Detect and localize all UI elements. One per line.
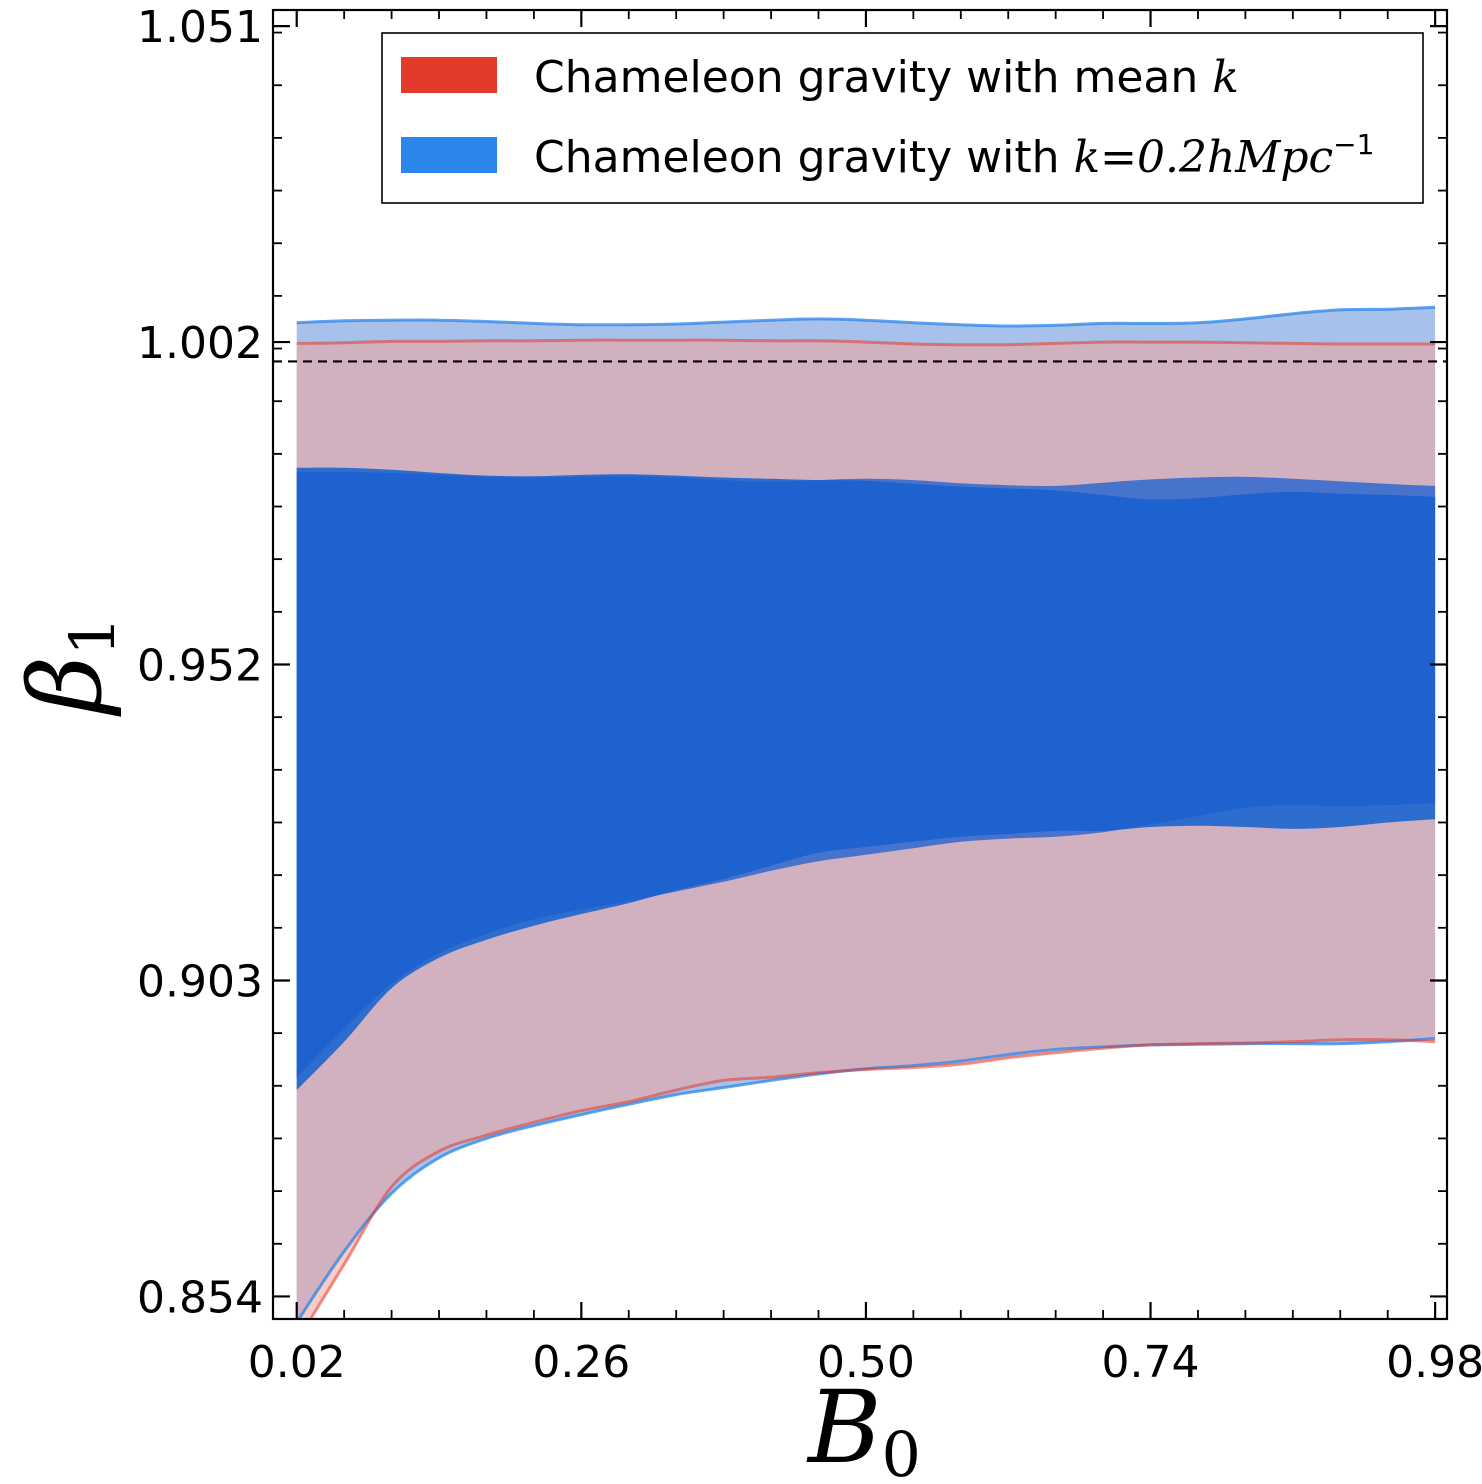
x-tick-label: 0.74 <box>1102 1337 1200 1388</box>
x-axis-title: B0 <box>806 1369 921 1484</box>
edge-outer-lower-mean-k <box>308 1038 1436 1319</box>
y-axis-symbol: β <box>7 656 124 718</box>
line-layer <box>296 305 1436 1319</box>
x-tick-label: 0.50 <box>817 1337 915 1388</box>
edge-outer-upper-k02 <box>296 305 1436 328</box>
legend-text-k02: Chameleon gravity with <box>534 132 1073 183</box>
y-axis-title: β1 <box>7 616 129 717</box>
x-axis-subscript: 0 <box>882 1418 921 1484</box>
y-tick-label: 0.952 <box>137 641 263 692</box>
legend-math-k02: k=0.2hMpc <box>1073 132 1333 183</box>
y-tick-label: 1.002 <box>137 318 263 369</box>
legend-swatch-mean-k <box>401 57 497 93</box>
legend-math-mean-k: k <box>1212 52 1239 103</box>
y-tick-label: 0.854 <box>137 1272 263 1323</box>
x-tick-label: 0.26 <box>532 1337 630 1388</box>
y-axis-subscript: 1 <box>56 616 129 655</box>
x-tick-label: 0.02 <box>248 1337 346 1388</box>
x-tick-label: 0.98 <box>1386 1337 1482 1388</box>
legend-frame <box>381 32 1424 204</box>
legend-sup-k02: −1 <box>1333 128 1374 161</box>
y-tick-label: 1.051 <box>137 2 263 53</box>
edge-outer-upper-mean-k <box>296 338 1436 347</box>
legend-label-k02: Chameleon gravity with k=0.2hMpc−1 <box>534 128 1374 183</box>
x-axis-symbol: B <box>806 1369 882 1484</box>
legend-swatch-k02 <box>401 137 497 173</box>
tick-layer: 0.02 0.26 0.50 0.74 0.98 0.854 0.903 0.952 1.002… <box>137 2 1482 1388</box>
svg-text:β1: β1 <box>7 616 129 717</box>
legend-label-mean-k: Chameleon gravity with mean k <box>534 52 1239 103</box>
legend: Chameleon gravity with mean k Chameleon … <box>381 32 1424 204</box>
band-layer <box>296 307 1436 1319</box>
y-tick-label: 0.903 <box>137 956 263 1007</box>
inner-band-mean-k <box>296 472 1436 1078</box>
legend-text-mean-k: Chameleon gravity with mean <box>534 52 1212 103</box>
